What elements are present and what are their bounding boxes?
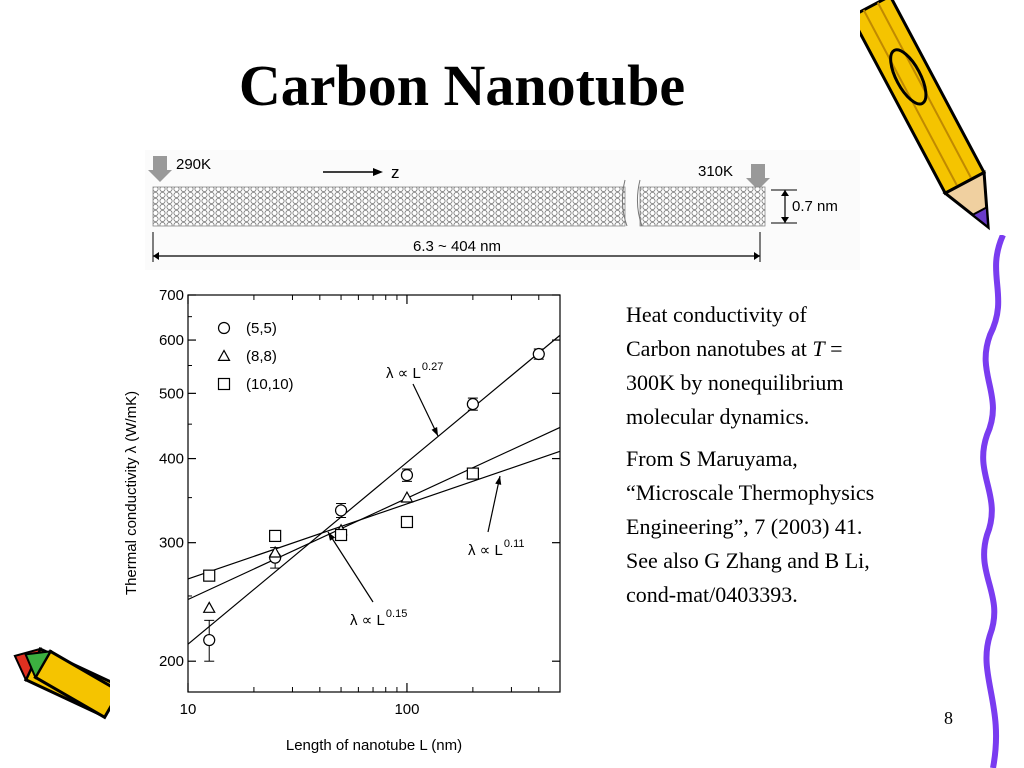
annotation-arrow (327, 531, 374, 603)
data-point-square (466, 467, 479, 480)
slide-title: Carbon Nanotube (238, 53, 686, 118)
citation-paragraph: From S Maruyama, “Microscale Thermophysi… (626, 442, 956, 612)
pencil-icon (860, 0, 990, 231)
annotation-arrow (412, 383, 439, 437)
x-tick-label: 10 (180, 701, 197, 718)
y-axis-label: Thermal conductivity λ (W/mK) (123, 391, 140, 595)
fit-exponent: 0.27 (422, 361, 443, 373)
para1-line1: Heat conductivity of (626, 302, 807, 327)
plot-frame (187, 294, 561, 693)
fit-exponent: 0.11 (504, 538, 525, 550)
para2-line1: From S Maruyama, (626, 446, 798, 471)
fit-label: λ ∝ L (468, 542, 503, 559)
page-number: 8 (944, 708, 953, 728)
fit-label: λ ∝ L (386, 365, 421, 382)
right-heat-arrow (746, 164, 770, 190)
pencil-icon-bottom-left (13, 646, 110, 720)
legend-label: (5,5) (246, 320, 277, 337)
annotation-arrowhead (431, 427, 438, 436)
axis-ticks: 200 300 400 500 600 700 10 100 (159, 287, 560, 718)
fit-exponent: 0.15 (386, 608, 407, 620)
y-tick-label: 700 (159, 287, 184, 304)
para1-line2b: = (824, 336, 843, 361)
x-axis-label: Length of nanotube L (nm) (286, 737, 462, 754)
fit-line (187, 334, 561, 645)
data-point-square (334, 528, 348, 542)
data-point-triangle (400, 490, 414, 503)
y-tick-label: 300 (159, 535, 184, 552)
fit-annotations: λ ∝ L 0.27λ ∝ L 0.15λ ∝ L 0.11 (327, 361, 525, 629)
wavy-line-decoration (980, 235, 1006, 768)
data-marks (202, 347, 545, 662)
data-point-circle (217, 321, 231, 335)
data-point-square (400, 515, 414, 529)
fit-line (187, 450, 561, 580)
annotation-arrowhead (328, 532, 336, 541)
nanotube-diagram: 290K 310K z 0.7 nm 6.3 ~ 404 nm (145, 150, 860, 270)
y-tick-label: 500 (159, 385, 184, 402)
left-heat-arrow (148, 156, 172, 182)
nanotube-left-segment (152, 186, 626, 227)
y-tick-label: 400 (159, 451, 184, 468)
para2-line5: cond-mat/0403393. (626, 582, 798, 607)
diameter-label: 0.7 nm (792, 198, 838, 215)
description-text: Heat conductivity of Carbon nanotubes at… (626, 298, 956, 620)
data-point-circle (334, 504, 348, 517)
left-temp-label: 290K (176, 156, 211, 173)
fit-line (187, 426, 561, 601)
legend-label: (10,10) (246, 376, 294, 393)
thermal-conductivity-chart: 200 300 400 500 600 700 10 100 (5,5) (8,8) (10,10… (108, 280, 578, 766)
length-label: 6.3 ~ 404 nm (413, 238, 501, 255)
description-paragraph: Heat conductivity of Carbon nanotubes at… (626, 298, 956, 434)
nanotube-right-segment (639, 186, 766, 227)
para1-line4: molecular dynamics. (626, 404, 810, 429)
x-tick-label: 100 (394, 701, 419, 718)
annotation-arrowhead (495, 476, 502, 485)
para2-line3: Engineering”, 7 (2003) 41. (626, 514, 863, 539)
y-tick-label: 600 (159, 332, 184, 349)
legend-label: (8,8) (246, 348, 277, 365)
data-point-square (217, 377, 231, 391)
data-point-circle (466, 397, 479, 411)
para1-temperature-symbol: T (812, 336, 825, 361)
right-temp-label: 310K (698, 163, 733, 180)
data-point-circle (532, 347, 545, 361)
data-point-square (203, 569, 216, 582)
para1-line3: 300K by nonequilibrium (626, 370, 844, 395)
data-point-circle (400, 469, 414, 482)
data-point-circle (203, 633, 216, 647)
data-point-triangle (217, 349, 231, 362)
z-axis-label: z (391, 163, 400, 182)
data-point-triangle (202, 601, 216, 613)
para2-line4: See also G Zhang and B Li, (626, 548, 870, 573)
data-point-square (269, 529, 282, 543)
annotation-arrow (487, 475, 501, 533)
y-tick-label: 200 (159, 653, 184, 670)
para1-line2a: Carbon nanotubes at (626, 336, 813, 361)
para2-line2: “Microscale Thermophysics (626, 480, 875, 505)
fit-label: λ ∝ L (350, 612, 385, 629)
data-point-triangle (268, 545, 282, 558)
fit-lines (187, 334, 561, 645)
chart-legend: (5,5) (8,8) (10,10) (217, 320, 294, 393)
